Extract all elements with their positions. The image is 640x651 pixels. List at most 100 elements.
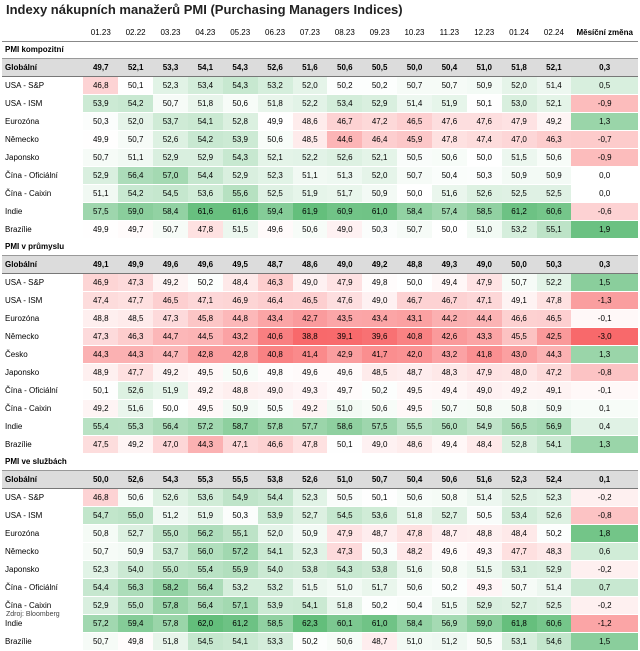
value-cell: 48,3 [431,363,467,382]
value-cell: 47,6 [327,291,363,310]
value-cell: 53,2 [257,76,293,95]
value-cell: 50,3 [466,166,502,185]
value-cell: 58,4 [153,202,188,221]
value-cell: 52,6 [118,470,154,489]
value-cell: 57,1 [222,596,258,615]
value-cell: 55,6 [222,184,258,203]
value-cell: 51,6 [466,470,502,489]
value-cell: 53,7 [153,112,188,131]
value-cell: 49,6 [153,255,188,274]
column-header: 07.23 [292,25,328,42]
value-cell: 52,2 [536,273,572,292]
value-cell: 49,3 [466,542,502,561]
value-cell: 52,9 [362,94,398,113]
value-cell: 44,8 [222,309,258,328]
value-cell: 48,6 [292,255,328,274]
column-header: 04.23 [187,25,223,42]
value-cell: 62,0 [187,614,223,633]
value-cell: 50,2 [187,273,223,292]
value-cell: 47,1 [466,291,502,310]
value-cell: 54,2 [118,184,154,203]
value-cell: 48,4 [466,435,502,454]
column-header: 08.23 [327,25,363,42]
change-cell: 0,6 [571,542,638,561]
value-cell: 51,4 [536,578,572,597]
value-cell: 50,6 [222,94,258,113]
global-row: Globální 50,0 52,6 54,3 55,3 55,5 53,8 52,6 51,0… [2,470,638,489]
table-row: Německo 49,9 50,7 52,6 54,2 53,9 50,6 48,5 44,6 4… [2,130,638,149]
value-cell: 45,5 [501,327,537,346]
value-cell: 52,8 [501,435,537,454]
value-cell: 52,9 [153,148,188,167]
column-header: 05.23 [222,25,258,42]
row-label: Brazílie [2,632,84,651]
value-cell: 47,0 [501,130,537,149]
value-cell: 54,1 [292,596,328,615]
value-cell: 47,8 [187,220,223,239]
value-cell: 59,4 [118,614,154,633]
value-cell: 45,8 [187,309,223,328]
value-cell: 52,0 [501,76,537,95]
value-cell: 50,4 [397,470,432,489]
value-cell: 56,0 [187,542,223,561]
value-cell: 46,4 [257,291,293,310]
value-cell: 52,6 [536,506,572,525]
value-cell: 52,4 [536,470,572,489]
value-cell: 51,8 [153,632,188,651]
value-cell: 51,9 [292,184,328,203]
column-header: 11.23 [431,25,467,42]
change-cell: -3,0 [571,327,638,346]
value-cell: 46,6 [501,309,537,328]
value-cell: 50,5 [466,632,502,651]
value-cell: 44,4 [466,309,502,328]
value-cell: 59,0 [118,202,154,221]
row-label: Globální [2,255,84,274]
value-cell: 55,9 [222,560,258,579]
value-cell: 46,9 [83,273,119,292]
value-cell: 45,9 [397,130,432,149]
value-cell: 47,7 [118,363,154,382]
change-cell: 1,5 [571,632,638,651]
value-cell: 54,1 [257,542,293,561]
column-header: 02.22 [118,25,154,42]
value-cell: 48,5 [362,363,398,382]
value-cell: 50,1 [118,76,154,95]
value-cell: 44,3 [187,435,223,454]
value-cell: 49,0 [257,381,293,400]
change-cell: -0,1 [571,309,638,328]
value-cell: 50,2 [327,76,363,95]
value-cell: 56,2 [187,524,223,543]
table-row: Japonsko 48,9 47,7 49,2 49,5 50,6 49,8 49,6 49,6… [2,363,638,382]
row-label: Německo [2,542,84,561]
value-cell: 51,7 [327,184,363,203]
row-label: Čína - Caixin [2,399,84,418]
value-cell: 52,5 [257,184,293,203]
value-cell: 43,5 [327,309,363,328]
value-cell: 51,6 [431,184,467,203]
value-cell: 43,4 [362,309,398,328]
change-cell: -0,2 [571,596,638,615]
value-cell: 49,2 [501,381,537,400]
value-cell: 50,3 [362,220,398,239]
value-cell: 49,6 [431,542,467,561]
value-cell: 50,7 [397,76,432,95]
value-cell: 47,9 [327,524,363,543]
value-cell: 49,7 [118,220,154,239]
value-cell: 53,4 [501,506,537,525]
column-header: 01.23 [83,25,119,42]
value-cell: 61,2 [501,202,537,221]
table-row: USA - S&P 46,8 50,1 52,3 53,4 54,3 53,2 52,0 50,… [2,76,638,95]
value-cell: 52,6 [292,470,328,489]
value-cell: 52,5 [536,184,572,203]
value-cell: 54,3 [222,58,258,77]
change-cell: 0,0 [571,166,638,185]
value-cell: 51,0 [466,58,502,77]
value-cell: 54,4 [257,488,293,507]
value-cell: 61,9 [292,202,328,221]
value-cell: 62,3 [292,614,328,633]
row-label: USA - S&P [2,488,84,507]
row-label: Japonsko [2,148,84,167]
value-cell: 44,2 [431,309,467,328]
source-note: Zdroj: Bloomberg [6,611,60,618]
value-cell: 47,3 [153,309,188,328]
